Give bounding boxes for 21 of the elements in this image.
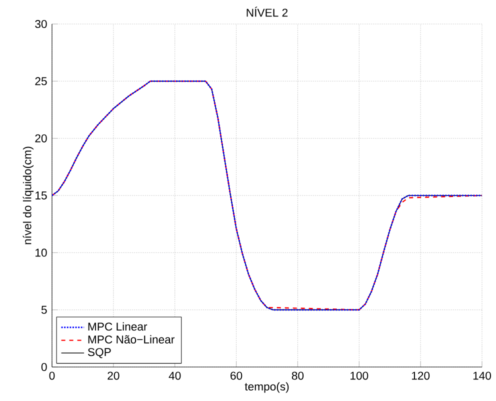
- y-tick-label: 10: [36, 248, 47, 257]
- x-tick-label: 80: [292, 372, 304, 380]
- x-tick-label: 100: [350, 372, 368, 380]
- y-tick-label: 30: [35, 20, 47, 28]
- y-axis-title: nível do líquido(cm): [22, 146, 34, 244]
- x-tick-label: 60: [230, 372, 242, 380]
- y-tick-label: 20: [35, 134, 47, 142]
- x-tick-label: 120: [412, 372, 430, 380]
- x-tick-label: 20: [108, 372, 120, 380]
- x-tick-label: 140: [473, 372, 492, 380]
- y-tick-label: 25: [35, 77, 47, 86]
- x-tick-label: 40: [168, 372, 181, 380]
- x-axis-title: tempo(s): [244, 382, 289, 393]
- chart-title: NÍVEL 2: [246, 6, 288, 17]
- legend-label: SQP: [88, 348, 111, 358]
- legend-label: MPC Não−Linear: [88, 335, 174, 344]
- legend-label: MPC Linear: [88, 322, 148, 331]
- y-tick-label: 15: [36, 192, 47, 200]
- x-tick-label: 0: [49, 372, 55, 380]
- y-tick-label: 5: [41, 306, 47, 314]
- y-tick-label: 0: [41, 363, 47, 372]
